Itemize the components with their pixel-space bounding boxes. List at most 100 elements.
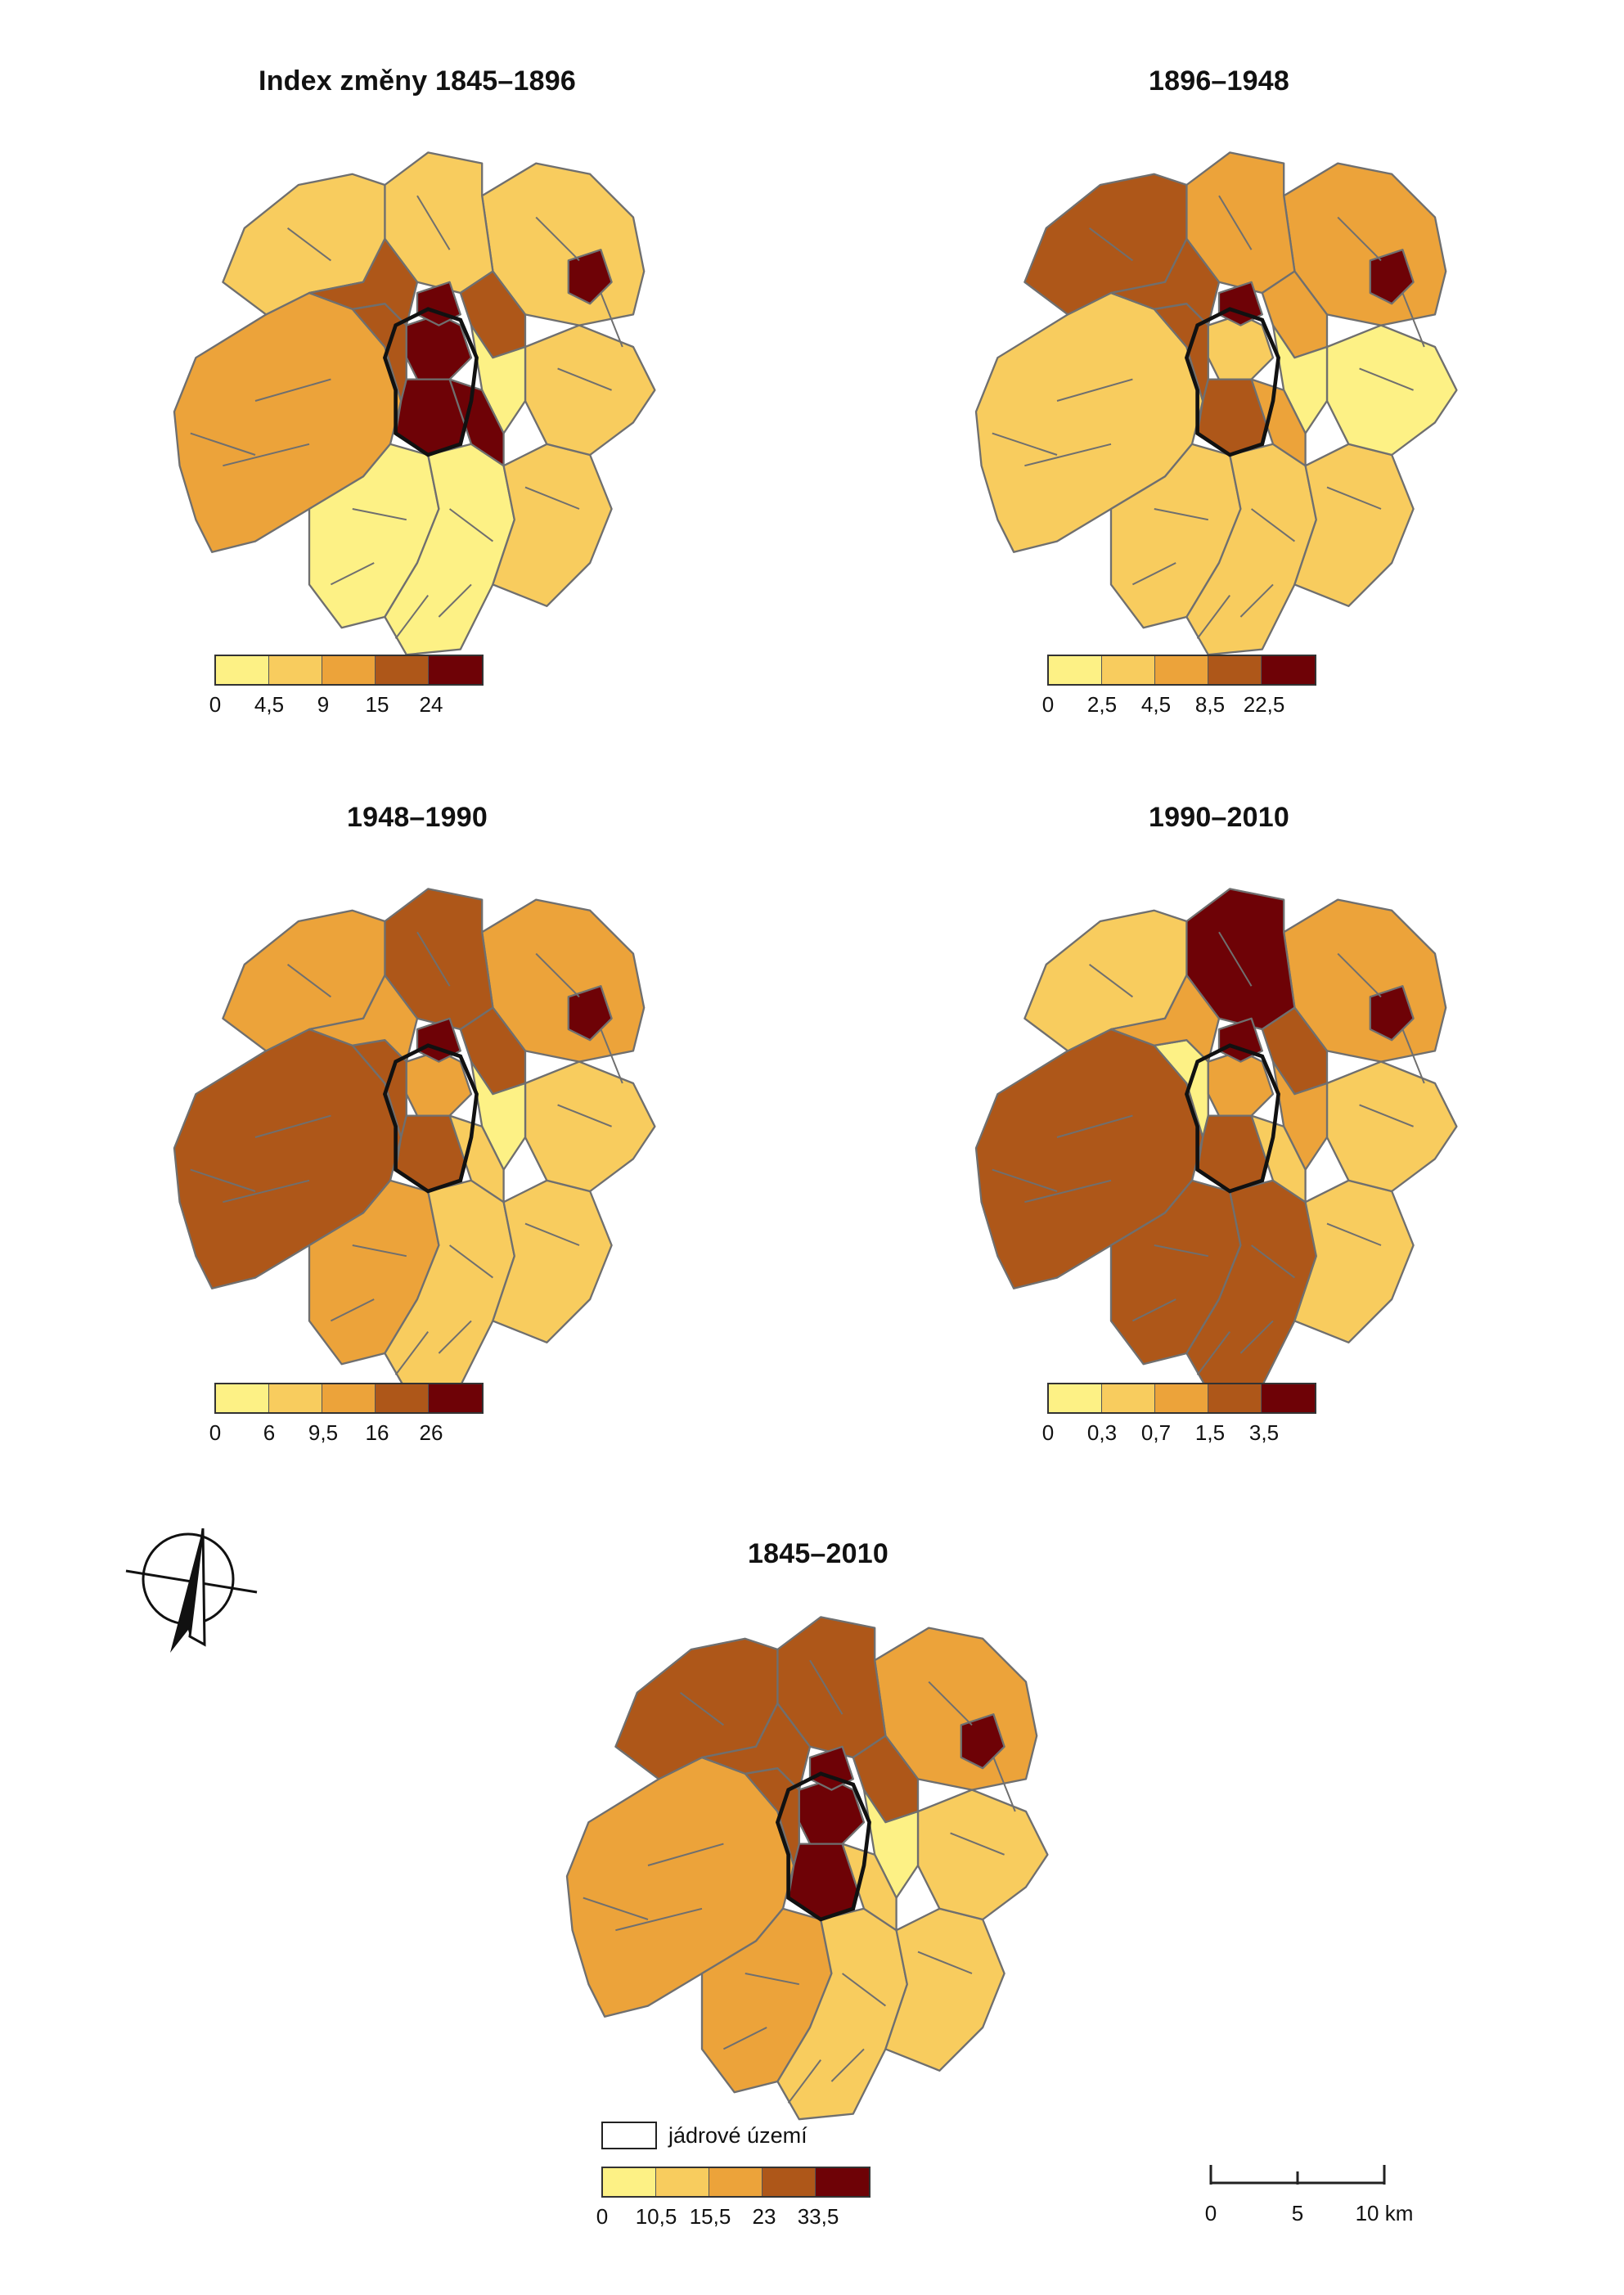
map-title: 1896–1948 [1149, 65, 1289, 97]
map-legend: 0 2,5 4,5 8,5 22,5 [1042, 655, 1391, 720]
legend-color-bar [601, 2167, 870, 2198]
district-boundary-line [394, 1331, 429, 1375]
district-boundary-line [928, 1681, 973, 1726]
legend-break-label: 10,5 [635, 2204, 677, 2229]
district-boundary-line [449, 1244, 493, 1279]
legend-break-label: 16 [365, 1420, 389, 1445]
map-panel-1948-1990: 1948–1990 0 6 9,5 16 26 [123, 802, 712, 1456]
district-boundary-line [557, 1104, 612, 1127]
legend-color-bar [214, 1383, 484, 1414]
map-panel-1845-2010: 1845–2010 [524, 1538, 1113, 2121]
district-boundary-line [416, 931, 451, 987]
district-boundary-line [917, 1951, 973, 1974]
legend-break-label: 23 [752, 2204, 776, 2229]
legend-break-label: 24 [419, 692, 443, 717]
legend-break-label: 9,5 [308, 1420, 339, 1445]
scale-bar: 0 5 10 km [1203, 2160, 1415, 2234]
legend-swatch-2 [709, 2168, 763, 2196]
district-boundary-line [950, 1832, 1005, 1856]
north-arrow-icon [125, 1528, 258, 1653]
district-east [916, 1789, 1049, 1921]
district-boundary-line [1251, 1244, 1295, 1279]
legend-swatch-3 [376, 1384, 429, 1412]
district-boundary-line [1337, 216, 1382, 262]
district-east [1325, 1060, 1458, 1193]
legend-break-label: 0,3 [1086, 1420, 1118, 1445]
district-spur [1250, 378, 1307, 467]
choropleth-map [565, 1616, 1049, 2121]
district-boundary-line [583, 1897, 649, 1920]
district-boundary-line [330, 562, 375, 586]
scale-tick-label: 5 [1291, 2201, 1304, 2225]
district-boundary-line [600, 292, 623, 348]
district-boundary-line [1337, 952, 1382, 998]
map-panel-1990-2010: 1990–2010 0 0,3 0,7 1,5 3,5 [924, 802, 1514, 1456]
legend-swatch-4 [429, 1384, 482, 1412]
map-title: Index změny 1845–1896 [259, 65, 576, 97]
district-boundary-line [787, 2059, 821, 2104]
district-boundary-line [1401, 292, 1425, 348]
district-boundary-line [438, 583, 472, 618]
map-title: 1990–2010 [1149, 802, 1289, 833]
legend-swatch-1 [1102, 1384, 1155, 1412]
legend-swatch-4 [429, 656, 482, 684]
district-boundary-line [830, 2048, 865, 2082]
legend-break-label: 22,5 [1243, 692, 1285, 717]
district-boundary-line [842, 1973, 886, 2007]
core-territory-swatch [601, 2122, 657, 2149]
district-boundary-line [1154, 1244, 1208, 1258]
district-east [524, 1060, 656, 1193]
district-east [1325, 324, 1458, 457]
district-spur [1250, 1114, 1307, 1204]
legend-swatch-0 [216, 1384, 269, 1412]
legend-swatch-4 [1262, 656, 1315, 684]
legend-break-label: 3,5 [1248, 1420, 1280, 1445]
district-boundary-line [1056, 1114, 1133, 1138]
legend-swatch-2 [322, 656, 376, 684]
district-east [524, 324, 656, 457]
map-title: 1948–1990 [347, 802, 488, 833]
district-boundary-line [190, 1168, 256, 1192]
legend-break-label: 0,7 [1140, 1420, 1172, 1445]
legend-swatch-3 [376, 656, 429, 684]
district-nw_patch [308, 974, 419, 1063]
district-boundary-line [1359, 367, 1414, 391]
district-boundary-line [615, 1907, 703, 1932]
scale-tick-label: 10 km [1355, 2201, 1414, 2225]
legend-break-label: 1,5 [1194, 1420, 1226, 1445]
district-nw_patch [1109, 974, 1221, 1063]
district-boundary-line [1196, 595, 1230, 639]
core-territory-outline [1184, 307, 1280, 457]
legend-break-label: 4,5 [1140, 692, 1172, 717]
district-boundary-line [524, 1222, 580, 1246]
district-spur [841, 1843, 897, 1932]
district-boundary-line [1239, 1320, 1274, 1354]
map-title: 1845–2010 [748, 1538, 888, 1569]
district-boundary-line [352, 1244, 407, 1258]
legend-break-label: 9 [317, 692, 330, 717]
district-boundary-line [1089, 964, 1133, 998]
district-boundary-line [1024, 1179, 1112, 1204]
district-nw_patch [1109, 237, 1221, 326]
scale-tick-label: 0 [1204, 2201, 1217, 2225]
legend-swatch-0 [603, 2168, 656, 2196]
legend-break-label: 2,5 [1086, 692, 1118, 717]
legend-swatch-0 [1049, 1384, 1102, 1412]
map-panel-1896-1948: 1896–1948 0 2,5 4,5 8,5 22,5 [924, 65, 1514, 720]
district-nw_patch [700, 1702, 812, 1791]
legend-break-label: 0 [596, 2204, 609, 2229]
legend-swatch-1 [1102, 656, 1155, 684]
legend-break-label: 8,5 [1194, 692, 1226, 717]
district-boundary-line [524, 486, 580, 510]
legend-break-label: 15 [365, 692, 389, 717]
legend-swatch-0 [1049, 656, 1102, 684]
district-nw_patch [308, 237, 419, 326]
district-boundary-line [1089, 227, 1133, 262]
legend-swatch-1 [269, 1384, 322, 1412]
legend-break-label: 4,5 [254, 692, 285, 717]
district-boundary-line [809, 1659, 843, 1715]
core-territory-outline [382, 307, 479, 457]
core-territory-legend: jádrové území [601, 2122, 808, 2149]
district-boundary-line [330, 1298, 375, 1322]
choropleth-map [974, 151, 1458, 656]
